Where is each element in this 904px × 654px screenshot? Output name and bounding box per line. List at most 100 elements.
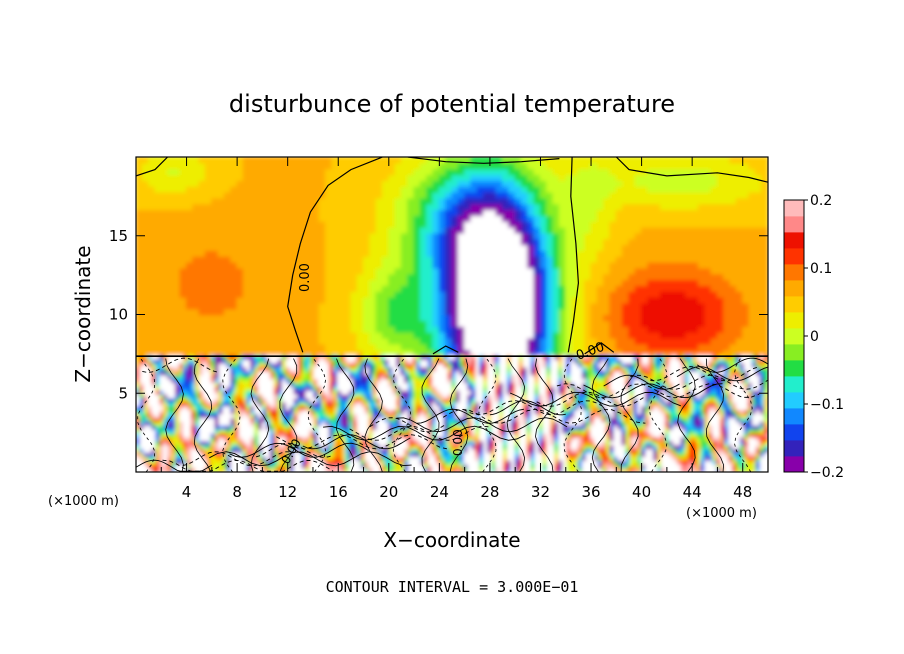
heatmap-cell bbox=[249, 261, 257, 269]
heatmap-cell bbox=[609, 325, 617, 333]
heatmap-cell bbox=[685, 343, 693, 351]
heatmap-cell bbox=[413, 197, 421, 205]
heatmap-cell bbox=[697, 325, 706, 333]
heatmap-cell bbox=[710, 226, 719, 234]
heatmap-cell bbox=[388, 308, 396, 316]
heatmap-cell bbox=[388, 467, 394, 472]
heatmap-cell bbox=[445, 343, 453, 351]
heatmap-cell bbox=[552, 157, 561, 164]
heatmap-cell bbox=[502, 459, 508, 465]
heatmap-cell bbox=[565, 162, 573, 170]
heatmap-cell bbox=[514, 208, 523, 216]
heatmap-cell bbox=[438, 162, 447, 170]
heatmap-cell bbox=[204, 208, 213, 216]
heatmap-cell bbox=[362, 232, 371, 240]
heatmap-cell bbox=[451, 325, 459, 333]
heatmap-cell bbox=[538, 448, 544, 453]
heatmap-cell bbox=[457, 267, 466, 275]
heatmap-cell bbox=[136, 261, 143, 269]
heatmap-cell bbox=[337, 203, 346, 211]
heatmap-cell bbox=[495, 191, 504, 199]
heatmap-cell bbox=[318, 267, 327, 275]
heatmap-cell bbox=[318, 249, 327, 257]
heatmap-cell bbox=[375, 214, 384, 222]
heatmap-cell bbox=[160, 197, 169, 205]
heatmap-cell bbox=[217, 168, 226, 176]
heatmap-cell bbox=[246, 459, 251, 465]
heatmap-cell bbox=[603, 179, 611, 187]
heatmap-cell bbox=[692, 432, 698, 438]
heatmap-cell bbox=[261, 173, 270, 181]
heatmap-cell bbox=[280, 319, 289, 327]
heatmap-cell bbox=[148, 232, 156, 240]
heatmap-cell bbox=[226, 463, 232, 469]
heatmap-cell bbox=[419, 278, 428, 287]
heatmap-cell bbox=[716, 261, 725, 269]
heatmap-cell bbox=[502, 444, 508, 450]
heatmap-cell bbox=[510, 440, 516, 446]
heatmap-cell bbox=[666, 185, 674, 193]
heatmap-cell bbox=[400, 337, 409, 345]
heatmap-cell bbox=[313, 440, 319, 446]
heatmap-cell bbox=[533, 284, 542, 292]
heatmap-cell bbox=[571, 267, 579, 275]
heatmap-cell bbox=[729, 343, 737, 351]
heatmap-cell bbox=[479, 459, 484, 465]
heatmap-cell bbox=[761, 278, 768, 287]
heatmap-cell bbox=[250, 463, 255, 469]
heatmap-cell bbox=[742, 191, 750, 199]
heatmap-cell bbox=[615, 290, 624, 298]
heatmap-cell bbox=[672, 467, 678, 472]
heatmap-cell bbox=[704, 440, 710, 446]
heatmap-cell bbox=[372, 463, 378, 469]
heatmap-cell bbox=[249, 168, 257, 176]
heatmap-cell bbox=[211, 290, 219, 298]
heatmap-cell bbox=[554, 456, 560, 461]
heatmap-cell bbox=[558, 337, 567, 345]
heatmap-cell bbox=[546, 459, 552, 465]
heatmap-cell bbox=[464, 197, 472, 205]
heatmap-cell bbox=[331, 185, 339, 193]
heatmap-cell bbox=[577, 261, 586, 269]
heatmap-cell bbox=[637, 452, 642, 457]
heatmap-cell bbox=[369, 255, 377, 263]
heatmap-cell bbox=[628, 290, 636, 298]
heatmap-cell bbox=[185, 249, 194, 257]
heatmap-cell bbox=[306, 267, 314, 275]
heatmap-cell bbox=[672, 313, 681, 322]
heatmap-cell bbox=[634, 308, 643, 316]
heatmap-cell bbox=[754, 349, 763, 357]
heatmap-cell bbox=[179, 203, 188, 211]
heatmap-cell bbox=[380, 456, 386, 461]
heatmap-cell bbox=[649, 432, 654, 438]
heatmap-cell bbox=[704, 456, 710, 461]
heatmap-cell bbox=[729, 267, 737, 275]
heatmap-cell bbox=[455, 456, 461, 461]
heatmap-cell bbox=[578, 440, 583, 446]
heatmap-cell bbox=[301, 436, 307, 442]
heatmap-cell bbox=[318, 325, 327, 333]
heatmap-cell bbox=[223, 273, 232, 281]
heatmap-cell bbox=[445, 278, 453, 287]
heatmap-cell bbox=[394, 319, 403, 327]
heatmap-cell bbox=[609, 290, 617, 298]
heatmap-cell bbox=[759, 444, 765, 450]
heatmap-cell bbox=[362, 284, 371, 292]
heatmap-cell bbox=[696, 467, 702, 472]
heatmap-cell bbox=[299, 249, 308, 257]
heatmap-cell bbox=[678, 296, 687, 304]
heatmap-cell bbox=[337, 313, 346, 322]
heatmap-cell bbox=[394, 226, 403, 234]
heatmap-cell bbox=[167, 226, 175, 234]
heatmap-cell bbox=[183, 448, 188, 453]
heatmap-cell bbox=[697, 273, 706, 281]
heatmap-cell bbox=[634, 302, 643, 310]
heatmap-cell bbox=[755, 440, 761, 446]
heatmap-cell bbox=[236, 325, 245, 333]
heatmap-cell bbox=[331, 191, 339, 199]
heatmap-cell bbox=[167, 214, 175, 222]
heatmap-cell bbox=[147, 448, 153, 453]
heatmap-cell bbox=[139, 452, 145, 457]
heatmap-cell bbox=[735, 162, 744, 170]
heatmap-cell bbox=[479, 456, 484, 461]
